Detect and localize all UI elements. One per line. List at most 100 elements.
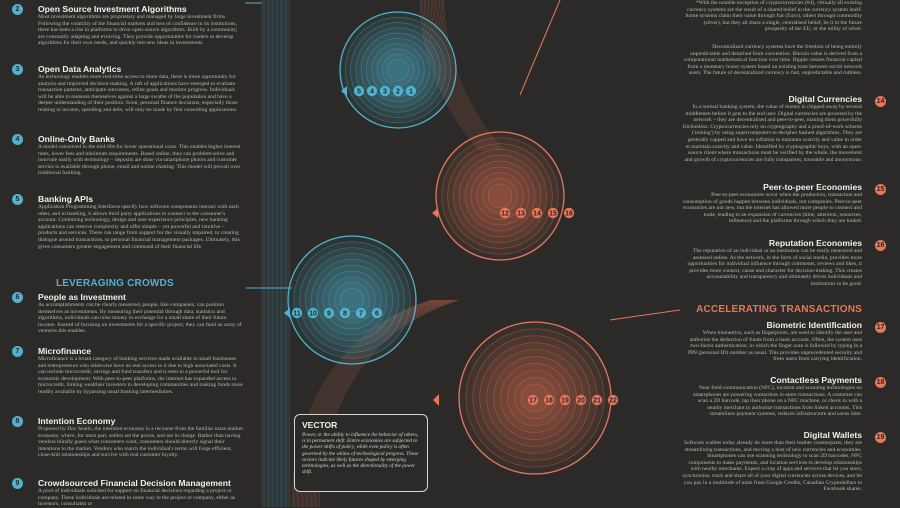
marker-red-bottom: 18 (543, 394, 555, 406)
ring (360, 32, 436, 108)
marker-label: 5 (357, 88, 361, 95)
pointer-line (519, 0, 561, 96)
marker-label: 3 (383, 88, 387, 95)
item-online-only-banks: 4 Online-Only Banks A model conceived in… (12, 134, 244, 177)
item-title: Microfinance (38, 346, 92, 356)
item-title: Crowdsourced Financial Decision Manageme… (38, 478, 231, 488)
vector-legend-box: VECTOR Power, or the ability to influenc… (294, 414, 428, 492)
ring (340, 288, 364, 312)
item-people-as-investment: 6 People as Investment As accomplishment… (12, 292, 244, 335)
ring (344, 16, 452, 124)
intro-paragraph: *With the notable exception of cryptocur… (685, 0, 862, 33)
ring (476, 172, 524, 220)
direction-arrow (433, 394, 439, 406)
item-peer-to-peer: 15 Peer-to-peer Economies Peer-to-peer e… (682, 182, 886, 225)
marker-blue-mid: 7 (355, 307, 367, 319)
item-text: Most investment algorithms are proprieta… (38, 14, 238, 47)
ring (305, 253, 399, 347)
marker-red-mid: 14 (531, 207, 543, 219)
vector-line (425, 0, 486, 151)
marker-red-mid: 16 (563, 207, 575, 219)
item-text: A model conceived in the mid-90s for low… (38, 144, 241, 177)
marker-label: 19 (561, 397, 569, 404)
item-text: Peer-to-peer economies occur when the pr… (682, 192, 862, 225)
marker-label: 21 (593, 397, 601, 404)
item-text: As accomplishments can be clearly measur… (38, 302, 242, 335)
item-banking-apis: 5 Banking APIs Application Programming I… (12, 194, 244, 250)
item-text: As technology enables more real-time acc… (38, 74, 238, 113)
marker-label: 9 (327, 310, 331, 317)
item-title: People as Investment (38, 292, 126, 302)
ring (366, 38, 430, 102)
item-title: Peer-to-peer Economies (763, 182, 862, 192)
item-text: Proposed by Doc Searls, the intention ec… (38, 426, 243, 459)
vector-line (436, 0, 497, 151)
item-text: Software wallets today already do more t… (682, 440, 862, 493)
item-open-source-algorithms: 2 Open Source Investment Algorithms Most… (12, 4, 244, 47)
marker-label: 6 (375, 310, 379, 317)
marker-label: 20 (577, 397, 585, 404)
circle-blue-top (339, 11, 457, 129)
marker-label: 15 (549, 210, 557, 217)
item-crowdsourced-decisions: 9 Crowdsourced Financial Decision Manage… (12, 478, 244, 508)
ring-outline (287, 235, 417, 365)
item-title: Online-Only Banks (38, 134, 115, 144)
item-number-badge: 8 (12, 416, 23, 427)
section-heading-leveraging-crowds: LEVERAGING CROWDS (56, 278, 174, 289)
marker-blue-top: 5 (353, 85, 365, 97)
vector-line (439, 0, 500, 151)
item-title: Open Source Investment Algorithms (38, 4, 187, 14)
item-intention-economy: 8 Intention Economy Proposed by Doc Sear… (12, 416, 244, 459)
item-title: Open Data Analytics (38, 64, 122, 74)
marker-dot (323, 307, 335, 319)
marker-dot (405, 85, 417, 97)
item-number-badge: 9 (12, 478, 23, 489)
section-heading-accelerating-transactions: ACCELERATING TRANSACTIONS (696, 304, 862, 315)
marker-dot (307, 307, 319, 319)
marker-label: 1 (409, 88, 413, 95)
marker-blue-mid: 10 (307, 307, 319, 319)
vector-line (437, 0, 499, 151)
marker-dot (355, 307, 367, 319)
marker-label: 4 (370, 88, 374, 95)
ring (453, 149, 547, 243)
marker-dot (559, 394, 571, 406)
marker-dot (575, 394, 587, 406)
item-text: Microfinance is a broad category of bank… (38, 356, 243, 395)
vector-line (442, 0, 503, 151)
marker-dot (591, 394, 603, 406)
marker-red-bottom: 17 (527, 394, 539, 406)
item-number-badge: 4 (12, 134, 23, 145)
vector-line (429, 0, 490, 151)
item-number-badge: 6 (12, 292, 23, 303)
circle-red-mid (435, 131, 565, 261)
item-text: Application Programming Interfaces speci… (38, 204, 240, 250)
marker-dot (366, 85, 378, 97)
ring (293, 241, 411, 359)
ring-outline (339, 11, 457, 129)
item-text: When biometrics, such as fingerprints, a… (687, 330, 862, 363)
direction-arrow (284, 308, 290, 318)
vector-line (419, 0, 481, 151)
marker-dot (392, 85, 404, 97)
marker-red-bottom: 19 (559, 394, 571, 406)
marker-blue-top: 1 (405, 85, 417, 97)
marker-blue-top: 2 (392, 85, 404, 97)
item-number-badge: 7 (12, 346, 23, 357)
item-title: Biometric Identification (766, 320, 863, 330)
item-open-data-analytics: 3 Open Data Analytics As technology enab… (12, 64, 244, 114)
marker-label: 12 (501, 210, 509, 217)
marker-blue-top: 3 (379, 85, 391, 97)
marker-blue-mid: 9 (323, 307, 335, 319)
ring (447, 143, 553, 249)
item-biometric-identification: 17 Biometric Identification When biometr… (682, 320, 886, 363)
item-reputation-economies: 16 Reputation Economies The reputation o… (682, 238, 886, 288)
item-number-badge: 3 (12, 64, 23, 75)
marker-blue-mid: 11 (291, 307, 303, 319)
vector-line (443, 0, 504, 151)
marker-dot (499, 207, 511, 219)
marker-blue-top: 4 (366, 85, 378, 97)
vector-title: VECTOR (302, 420, 338, 430)
marker-label: 10 (309, 310, 317, 317)
